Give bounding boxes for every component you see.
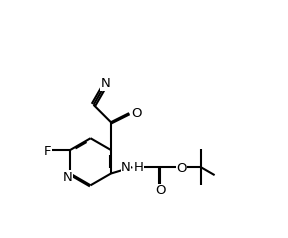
- Text: N: N: [121, 161, 130, 174]
- Text: O: O: [132, 107, 142, 120]
- Text: H: H: [133, 161, 143, 174]
- Text: N: N: [101, 77, 110, 90]
- Text: N: N: [62, 171, 72, 184]
- Text: O: O: [155, 184, 165, 197]
- Text: F: F: [43, 145, 51, 158]
- Text: O: O: [176, 162, 187, 175]
